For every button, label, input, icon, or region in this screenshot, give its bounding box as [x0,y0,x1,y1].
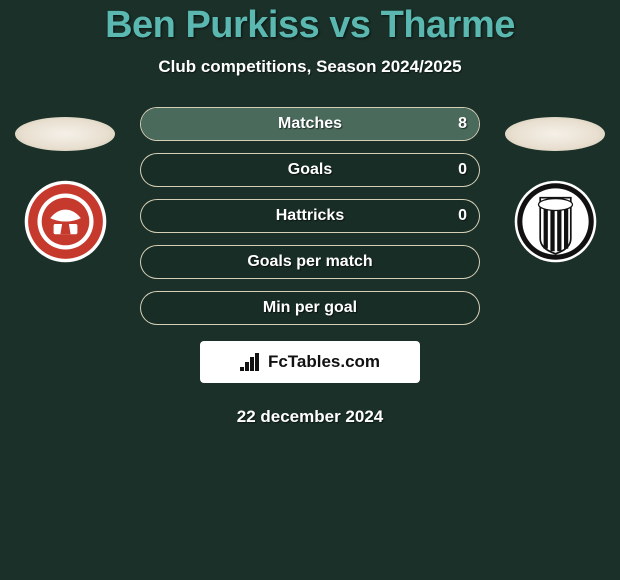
stat-label: Hattricks [276,207,344,225]
stat-bar: Goals 0 [140,153,480,187]
brand-box[interactable]: FcTables.com [200,341,420,383]
player-left-face [15,117,115,151]
stat-label: Goals [288,161,332,179]
club-left-badge[interactable] [23,179,108,264]
date-text: 22 december 2024 [237,407,384,427]
stat-bar: Min per goal [140,291,480,325]
bar-chart-icon [240,353,262,371]
club-right-badge[interactable] [513,179,598,264]
stats-container: Matches 8 Goals 0 Hattricks 0 Goals per match M… [140,107,480,427]
stat-bar: Hattricks 0 [140,199,480,233]
swindon-crest-icon [23,179,108,264]
stat-label: Min per goal [263,299,357,317]
page-subtitle: Club competitions, Season 2024/2025 [0,57,620,77]
stat-value-right: 8 [458,115,467,133]
stat-bar: Matches 8 [140,107,480,141]
grimsby-crest-icon [513,179,598,264]
stat-value-right: 0 [458,161,467,179]
stat-bar: Goals per match [140,245,480,279]
page-title: Ben Purkiss vs Tharme [0,4,620,47]
player-right-face [505,117,605,151]
stat-label: Goals per match [247,253,372,271]
brand-label: FcTables.com [268,352,380,372]
stat-label: Matches [278,115,342,133]
stat-value-right: 0 [458,207,467,225]
